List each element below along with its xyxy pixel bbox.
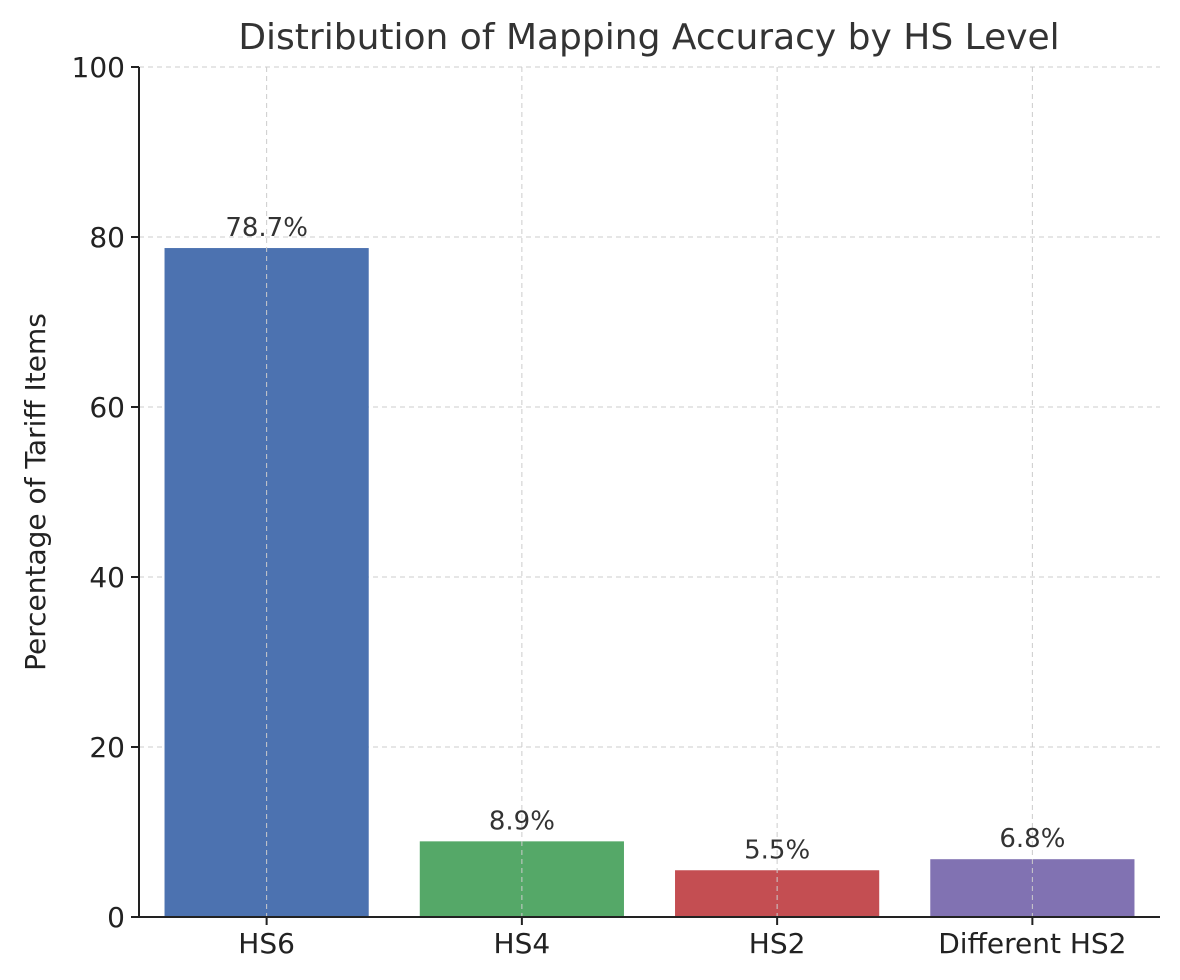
x-tick-label: HS4 <box>494 927 551 960</box>
data-label: 8.9% <box>489 806 555 836</box>
data-label: 78.7% <box>225 213 308 243</box>
y-tick-label: 40 <box>89 561 125 594</box>
chart-title: Distribution of Mapping Accuracy by HS L… <box>238 17 1059 58</box>
y-tick-label: 80 <box>89 221 125 254</box>
y-tick-label: 20 <box>89 731 125 764</box>
data-label: 6.8% <box>999 824 1065 854</box>
grid <box>139 66 1160 748</box>
x-tick-label: Different HS2 <box>938 927 1126 960</box>
y-tick-label: 100 <box>72 51 125 84</box>
data-labels: 78.7% 8.9% 5.5% 6.8% <box>225 213 1065 865</box>
axes <box>138 67 1160 918</box>
y-axis-label: Percentage of Tariff Items <box>19 313 52 671</box>
y-tick-label: 0 <box>107 901 125 934</box>
bars <box>164 248 1135 918</box>
y-tick-label: 60 <box>89 391 125 424</box>
x-tick-label: HS6 <box>238 927 295 960</box>
ticks: 0 20 40 60 80 100 HS6 HS4 HS2 Different HS2 <box>72 51 1127 960</box>
data-label: 5.5% <box>744 835 810 865</box>
x-tick-label: HS2 <box>749 927 806 960</box>
